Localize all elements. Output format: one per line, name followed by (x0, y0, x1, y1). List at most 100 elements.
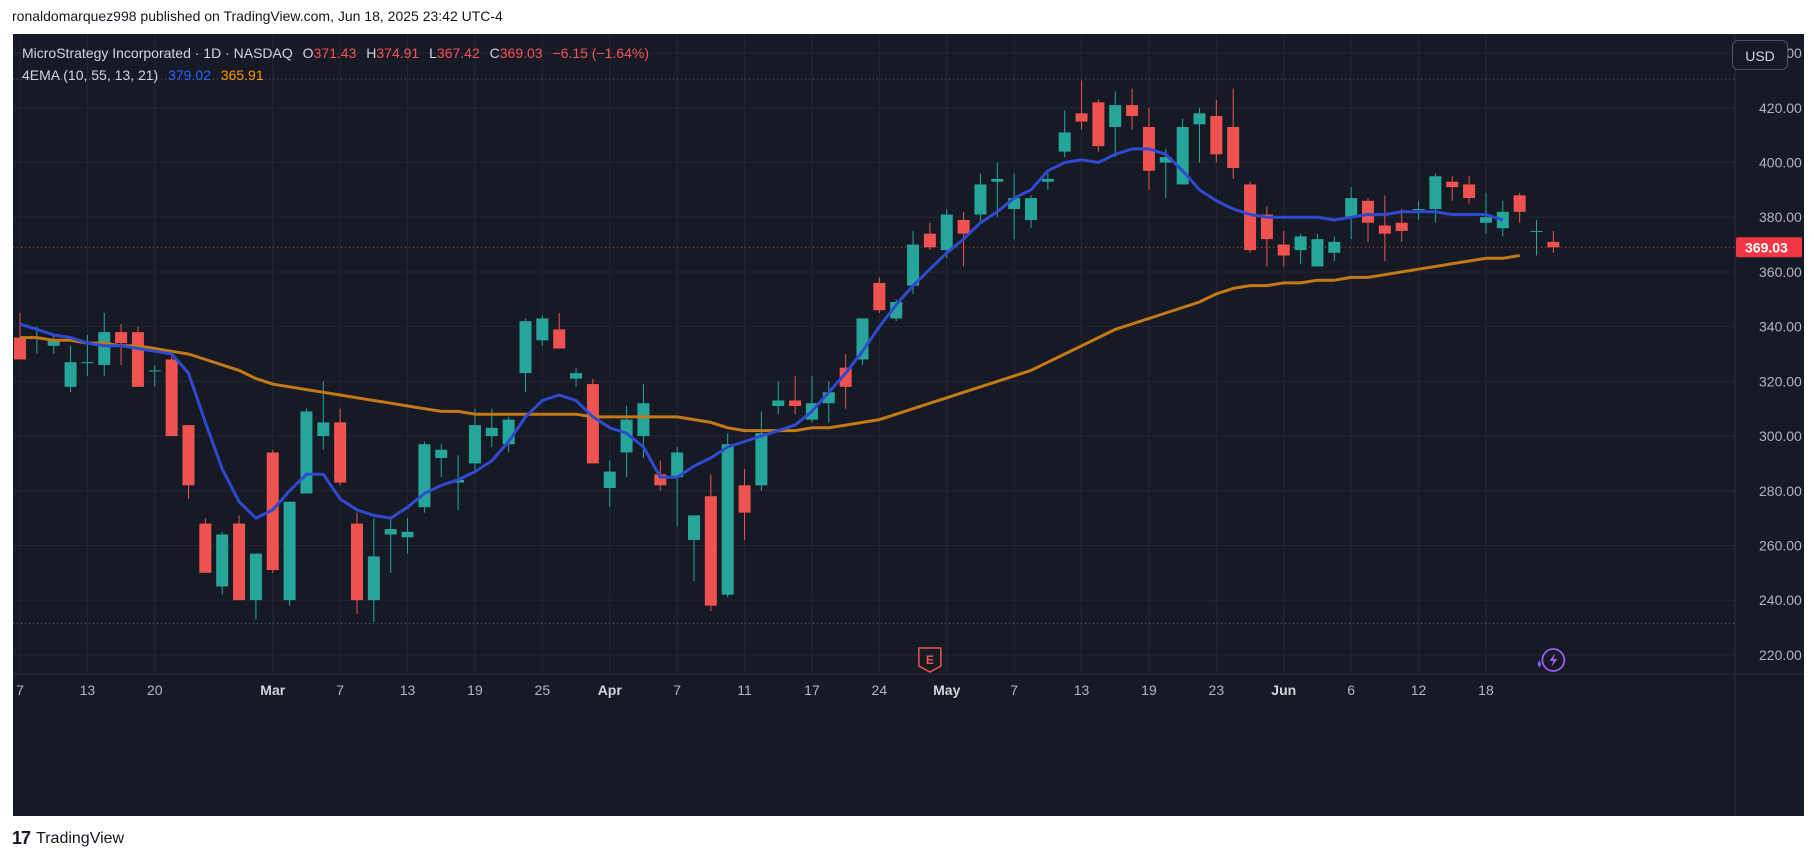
open-label: O (302, 45, 314, 61)
x-tick-label: 7 (673, 682, 681, 698)
candle-up (283, 501, 296, 601)
earnings-icon[interactable] (918, 647, 942, 673)
high-label: H (366, 45, 377, 61)
low-label: L (429, 45, 437, 61)
tradingview-brand: TradingView (36, 829, 125, 847)
candle-down (923, 233, 936, 248)
candle-down (586, 384, 599, 464)
candle-up (974, 184, 987, 215)
lightning-icon[interactable] (1541, 648, 1566, 672)
candle-down (1463, 184, 1476, 199)
x-tick-label: 13 (80, 682, 96, 698)
candle-up (1109, 105, 1122, 127)
candle-up (991, 178, 1004, 182)
candle-up (98, 332, 111, 365)
candlestick-chart[interactable]: 220.00 240.00 260.00 280.00 300.00 320.00 340.… (13, 34, 1804, 816)
x-tick-label: Apr (598, 682, 623, 698)
x-tick-label: May (933, 682, 960, 698)
x-tick-label: 20 (147, 682, 163, 698)
y-tick-label: 380.00 (1759, 209, 1802, 225)
candle-down (334, 422, 347, 483)
candle-up (485, 427, 498, 437)
candle-up (1429, 176, 1442, 210)
candle-up (688, 515, 700, 540)
candle-up (637, 403, 650, 437)
x-tick-label: Mar (260, 682, 285, 698)
x-tick-label: 7 (336, 682, 344, 698)
candle-down (654, 474, 667, 486)
candle-up (47, 340, 60, 346)
ema-slow-line (20, 254, 1520, 433)
candle-up (435, 449, 448, 458)
candle-up (401, 531, 414, 538)
earnings-label: E (926, 653, 934, 667)
high-value: 374.91 (376, 45, 420, 61)
candle-down (1227, 126, 1240, 169)
candle-down (1126, 105, 1139, 117)
candle-down (351, 523, 363, 601)
last-price-label: 369.03 (1745, 239, 1788, 255)
candle-up (1412, 209, 1425, 211)
candle-down (957, 219, 970, 234)
ema-slow-value: 365.91 (220, 67, 264, 83)
x-tick-label: 7 (1010, 682, 1018, 698)
candle-up (64, 362, 77, 387)
indicator-name[interactable]: 4EMA (10, 55, 13, 21) (22, 67, 159, 83)
candle-down (873, 282, 886, 311)
tradingview-logo[interactable]: 17 TradingView (12, 828, 124, 849)
x-tick-label: 19 (1141, 682, 1157, 698)
y-tick-label: 300.00 (1759, 428, 1802, 444)
x-tick-label: 24 (872, 682, 888, 698)
x-tick-label: 19 (467, 682, 483, 698)
candle-up (384, 529, 397, 535)
chart-panel[interactable]: 220.00 240.00 260.00 280.00 300.00 320.00 340.… (13, 34, 1804, 816)
symbol-info[interactable]: MicroStrategy Incorporated · 1D · NASDAQ (22, 45, 293, 61)
candle-down (1210, 116, 1223, 155)
x-tick-label: 23 (1209, 682, 1225, 698)
y-tick-label: 340.00 (1759, 319, 1802, 335)
candle-up (1041, 178, 1054, 182)
candle-up (822, 392, 835, 404)
change-value: −6.15 (−1.64%) (552, 45, 649, 61)
candle-down (165, 359, 178, 437)
candle-up (81, 362, 94, 364)
candle-up (1311, 239, 1324, 267)
candle-down (1446, 181, 1459, 188)
candle-up (772, 400, 785, 406)
candle-down (1092, 102, 1105, 147)
candle-down (1378, 225, 1391, 234)
candle-down (839, 367, 852, 387)
open-value: 371.43 (313, 45, 357, 61)
last-price-badge (1736, 237, 1802, 258)
candle-up (468, 425, 481, 464)
y-tick-label: 220.00 (1759, 647, 1802, 663)
candle-up (367, 556, 380, 601)
symbol-legend: MicroStrategy Incorporated · 1D · NASDAQ… (22, 45, 649, 61)
candle-down (1244, 184, 1257, 251)
close-value: 369.03 (499, 45, 543, 61)
candle-up (1294, 236, 1307, 251)
candle-up (519, 321, 532, 374)
candle-down (131, 332, 144, 387)
candle-up (148, 370, 161, 372)
x-tick-label: 13 (1074, 682, 1090, 698)
x-tick-label: Jun (1271, 682, 1296, 698)
candle-up (1530, 230, 1543, 232)
candle-up (317, 422, 330, 437)
candle-up (249, 553, 262, 601)
x-tick-label: 6 (1347, 682, 1355, 698)
candle-up (1025, 198, 1037, 220)
x-tick-label: 7 (16, 682, 24, 698)
candle-up (1159, 157, 1172, 163)
candle-up (671, 452, 684, 478)
candle-up (620, 419, 633, 453)
candle-up (603, 471, 616, 489)
tradingview-logo-icon: 17 (12, 828, 31, 848)
candle-down (115, 332, 128, 344)
candle-up (1193, 113, 1206, 125)
candle-down (1547, 241, 1560, 248)
sparkle-icon (1537, 660, 1542, 668)
x-tick-label: 11 (737, 682, 752, 698)
currency-button[interactable]: USD (1732, 40, 1788, 70)
y-tick-label: 420.00 (1759, 100, 1802, 116)
